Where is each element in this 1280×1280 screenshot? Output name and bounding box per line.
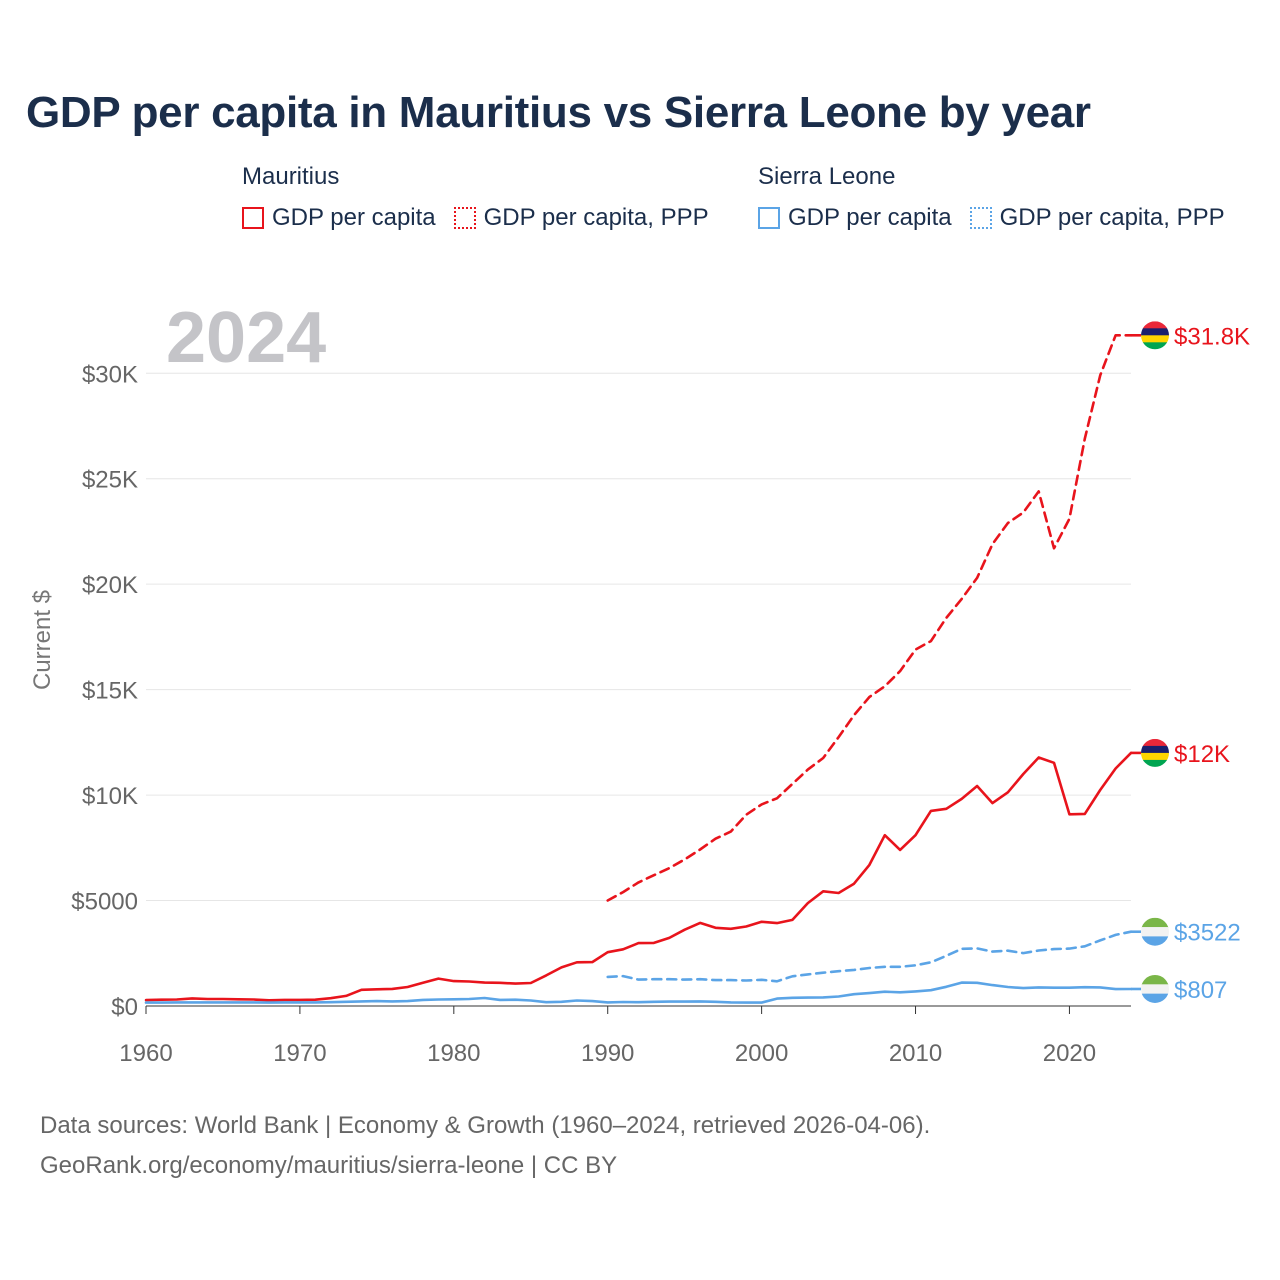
x-tick-label: 2010 [889, 1040, 942, 1067]
legend-label-mauritius-gdp-ppp: GDP per capita, PPP [483, 204, 709, 231]
end-value-label: $12K [1174, 741, 1230, 768]
end-value-label: $3522 [1174, 920, 1241, 947]
y-tick-label: $30K [82, 361, 138, 388]
x-tick-label: 2020 [1043, 1040, 1096, 1067]
legend-item-sierra-leone-gdp[interactable]: GDP per capita [758, 204, 952, 232]
sierra-leone-flag-icon [1141, 917, 1169, 946]
series-line-2 [144, 981, 1133, 1004]
x-tick-label: 1980 [427, 1040, 480, 1067]
end-marker-1: $31.8K [1131, 321, 1250, 350]
legend-swatch-mauritius-gdp [242, 207, 264, 229]
y-tick-label: $10K [82, 783, 138, 810]
end-value-label: $807 [1174, 977, 1227, 1004]
end-marker-layer: $12K $31.8K $807 $3522 [1131, 321, 1250, 1004]
legend-item-sierra-leone-gdp-ppp[interactable]: GDP per capita, PPP [969, 204, 1225, 232]
x-tick-label: 1960 [119, 1040, 172, 1067]
series-line-0 [144, 751, 1133, 1002]
legend-swatch-sierra-leone-gdp [758, 207, 780, 229]
y-tick-label: $0 [111, 994, 138, 1021]
axis-layer: $0 $5000 $10K $15K $20K $25K $30K 1960 1970 1980 1… [71, 361, 1131, 1067]
legend-swatch-sierra-leone-gdp-ppp [969, 207, 992, 229]
end-value-label: $31.8K [1174, 323, 1250, 350]
sierra-leone-flag-icon [1141, 974, 1169, 1003]
y-tick-label: $5000 [71, 889, 138, 916]
y-tick-label: $15K [82, 678, 138, 705]
series-layer [144, 333, 1133, 1004]
legend-swatch-mauritius-gdp-ppp [453, 207, 476, 229]
legend-item-mauritius-gdp[interactable]: GDP per capita [242, 204, 436, 232]
legend-label-sierra-leone-gdp-ppp: GDP per capita, PPP [999, 204, 1225, 231]
x-tick-label: 2000 [735, 1040, 788, 1067]
year-watermark: 2024 [166, 298, 326, 378]
legend-label-sierra-leone-gdp: GDP per capita [788, 204, 952, 231]
legend-group-mauritius: Mauritius GDP per capita GDP per capita,… [242, 162, 727, 232]
footer-attribution: GeoRank.org/economy/mauritius/sierra-leo… [40, 1152, 618, 1179]
chart-canvas: 2024 $0 $5000 $10K $15K $20K $25K $30K 1960 1970… [29, 298, 1250, 1067]
y-tick-label: $20K [82, 572, 138, 599]
series-line-1 [606, 333, 1133, 902]
series-line-3 [606, 930, 1133, 983]
x-tick-label: 1970 [273, 1040, 326, 1067]
mauritius-flag-icon [1141, 738, 1169, 767]
legend-group-title-sierra-leone: Sierra Leone [758, 163, 896, 190]
y-axis-title: Current $ [29, 590, 56, 690]
mauritius-flag-icon [1141, 321, 1169, 350]
x-tick-label: 1990 [581, 1040, 634, 1067]
chart-title: GDP per capita in Mauritius vs Sierra Le… [26, 88, 1091, 137]
legend-label-mauritius-gdp: GDP per capita [272, 204, 436, 231]
end-marker-3: $3522 [1131, 917, 1241, 947]
end-marker-2: $807 [1131, 974, 1227, 1004]
legend-group-title-mauritius: Mauritius [242, 163, 340, 190]
footer: Data sources: World Bank | Economy & Gro… [40, 1106, 930, 1186]
y-tick-label: $25K [82, 467, 138, 494]
grid-layer [146, 372, 1131, 902]
legend-item-mauritius-gdp-ppp[interactable]: GDP per capita, PPP [453, 204, 709, 232]
legend-group-sierra-leone: Sierra Leone GDP per capita GDP per capi… [758, 162, 1243, 232]
footer-source: Data sources: World Bank | Economy & Gro… [40, 1112, 931, 1139]
end-marker-0: $12K [1131, 738, 1230, 768]
